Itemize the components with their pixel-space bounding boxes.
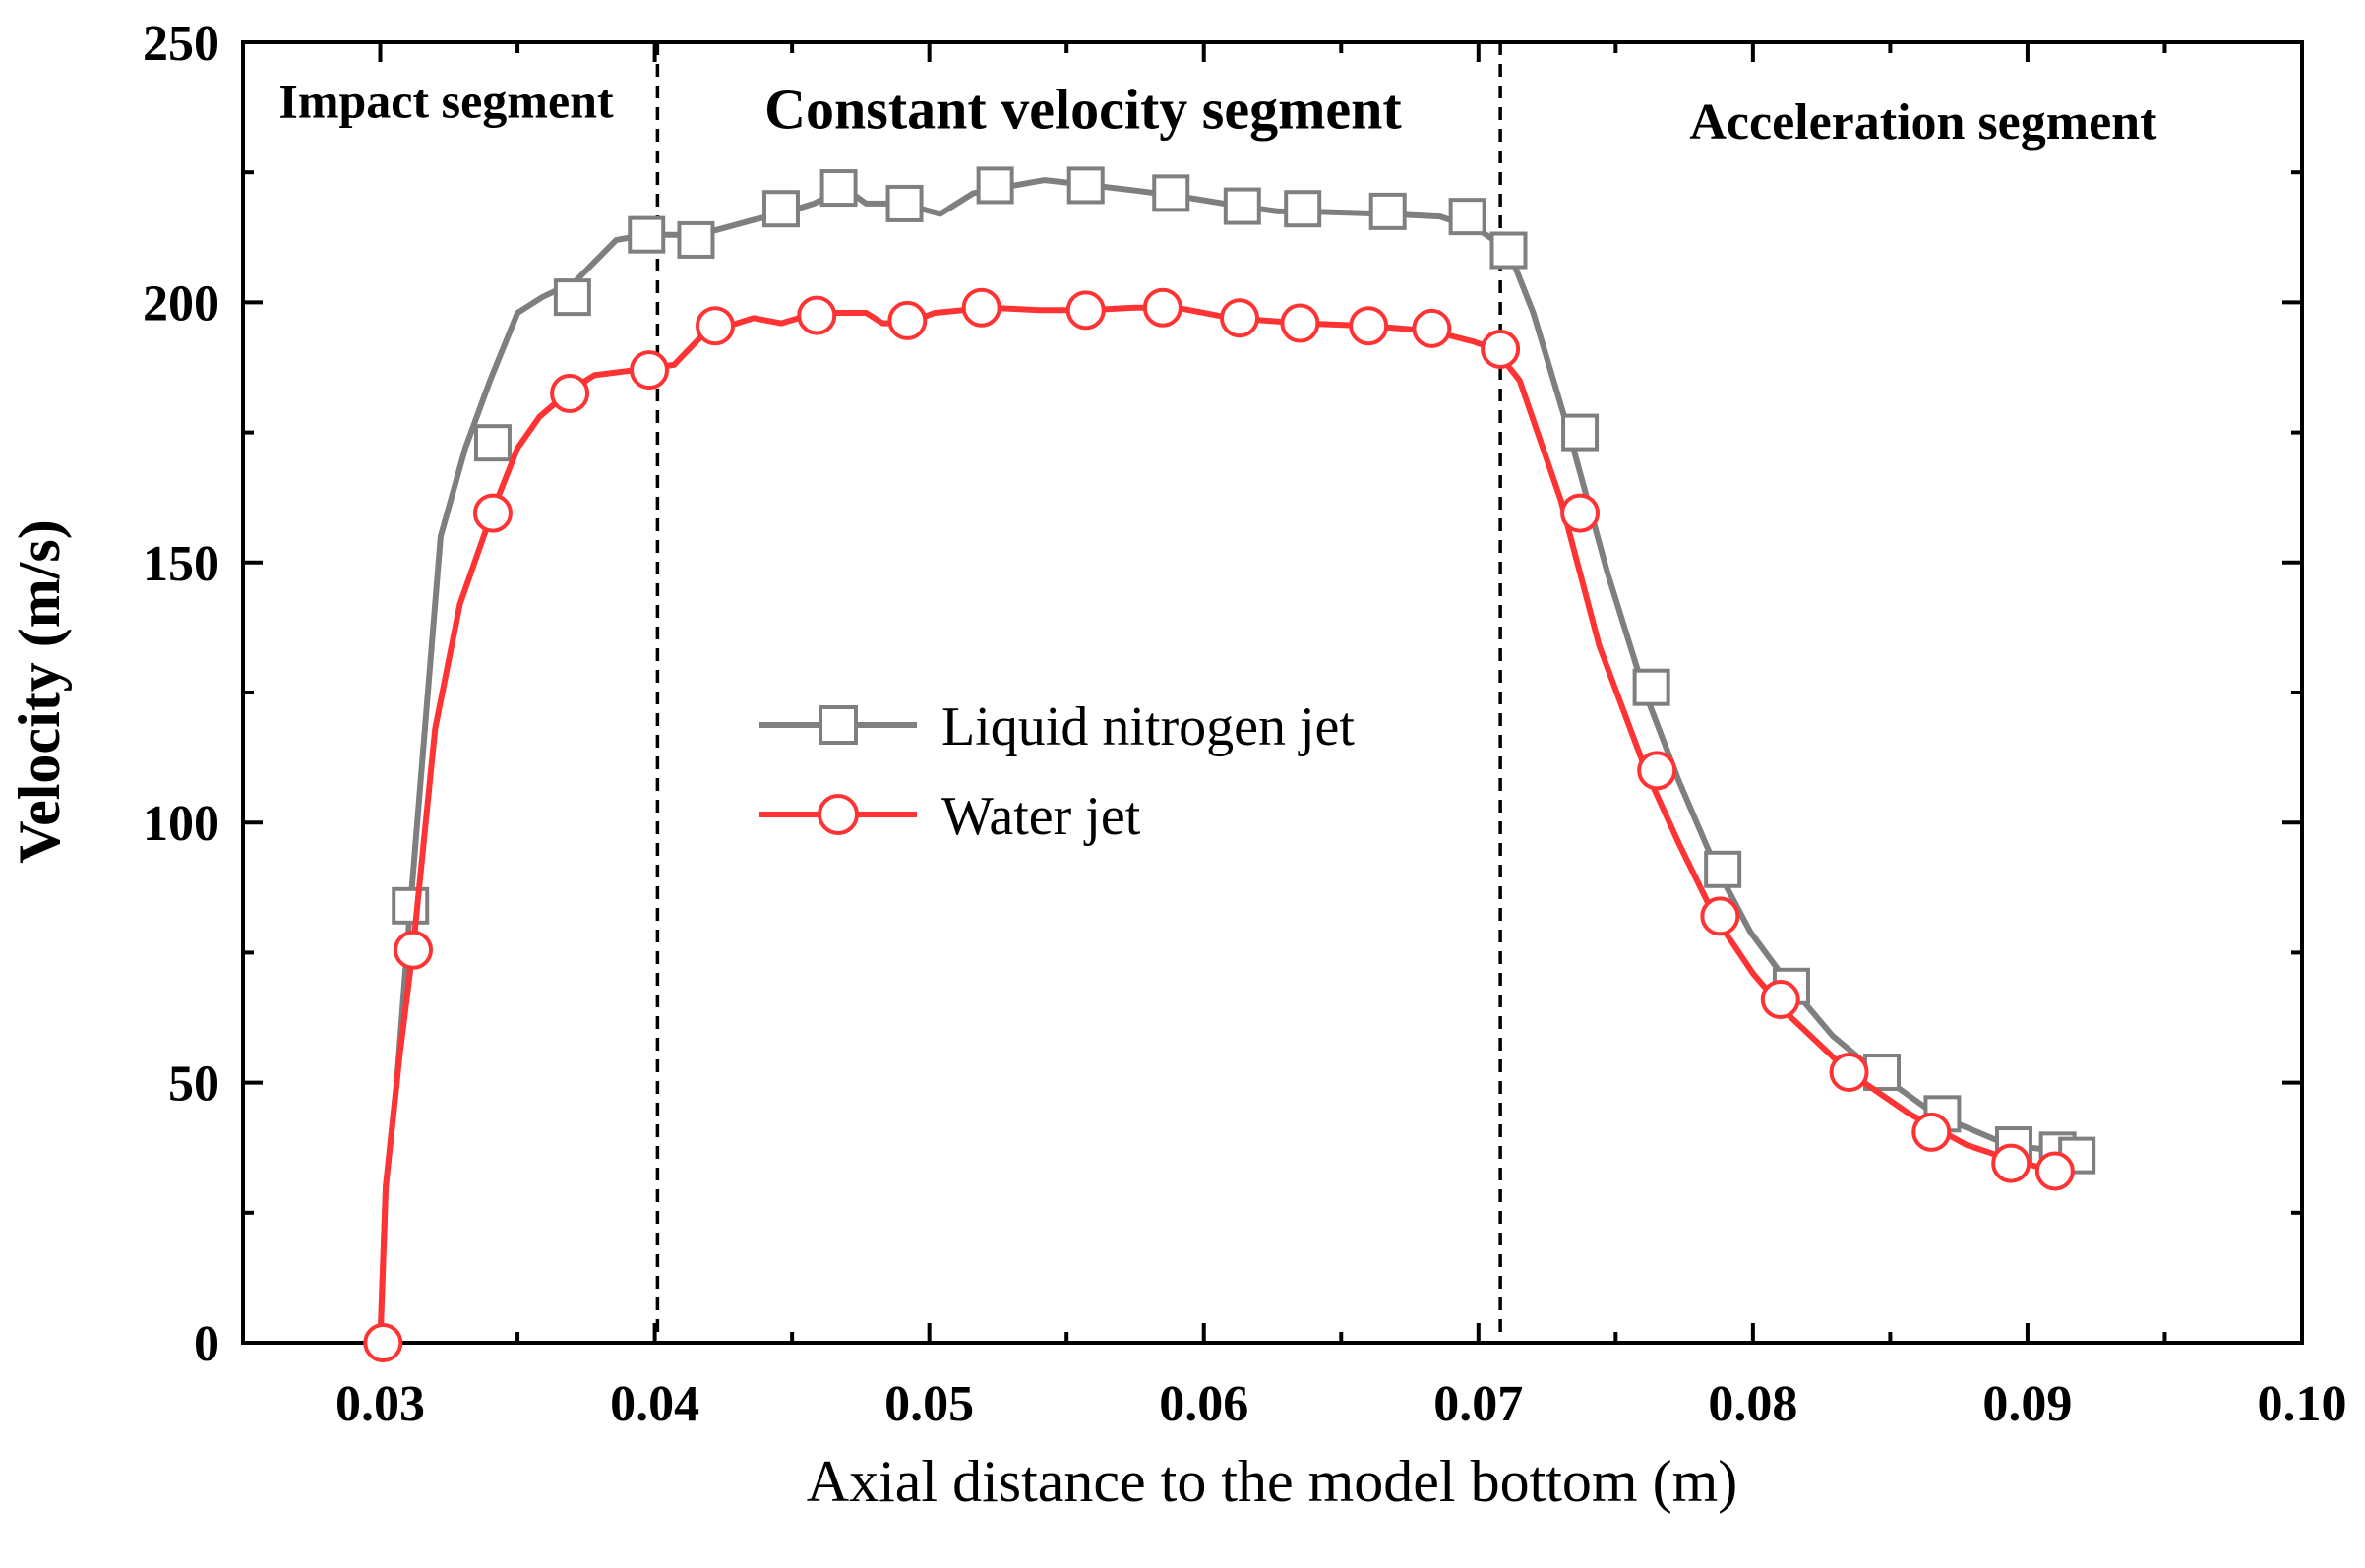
data-point-circle bbox=[887, 300, 928, 340]
data-point-circle bbox=[1991, 1143, 2031, 1183]
x-axis-ticks: 0.03 0.04 0.05 0.06 0.07 0.08 0.09 0.10 bbox=[241, 42, 2347, 1432]
data-point-square bbox=[976, 166, 1014, 205]
legend: Liquid nitrogen jet Water jet bbox=[759, 696, 1355, 847]
x-axis-title: Axial distance to the model bottom (m) bbox=[807, 1449, 1737, 1514]
data-point-circle bbox=[1911, 1112, 1952, 1152]
data-point-circle bbox=[1560, 493, 1601, 533]
y-tick-label: 200 bbox=[143, 275, 219, 332]
x-tick-label: 0.06 bbox=[1159, 1376, 1248, 1432]
data-point-square bbox=[1284, 190, 1322, 228]
data-point-square bbox=[1223, 187, 1261, 225]
data-point-square bbox=[1704, 850, 1742, 888]
data-point-square bbox=[677, 220, 715, 259]
series-line bbox=[377, 177, 2072, 1346]
x-tick-label: 0.10 bbox=[2258, 1376, 2347, 1432]
data-point-square bbox=[1561, 413, 1600, 452]
y-tick-label: 250 bbox=[143, 16, 219, 72]
data-point-circle bbox=[1142, 287, 1182, 328]
data-point-square bbox=[761, 190, 800, 228]
series-water-jet bbox=[363, 287, 2075, 1362]
legend-label-water-jet: Water jet bbox=[941, 786, 1141, 847]
data-point-circle bbox=[1349, 306, 1389, 346]
y-axis-title: Velocity (m/s) bbox=[7, 519, 72, 863]
data-point-square bbox=[628, 215, 666, 254]
series-line bbox=[377, 304, 2072, 1346]
data-point-circle bbox=[1700, 896, 1740, 936]
data-point-square bbox=[392, 886, 430, 925]
data-point-circle bbox=[695, 306, 735, 346]
x-tick-label: 0.09 bbox=[1982, 1376, 2072, 1432]
data-point-circle bbox=[363, 1323, 403, 1362]
data-point-square bbox=[885, 184, 924, 222]
data-point-circle bbox=[1412, 308, 1452, 348]
data-point-square bbox=[1152, 174, 1190, 212]
y-tick-label: 100 bbox=[143, 796, 219, 852]
y-tick-label: 0 bbox=[194, 1316, 219, 1372]
data-point-circle bbox=[472, 493, 513, 533]
data-point-circle bbox=[394, 930, 434, 970]
y-tick-label: 50 bbox=[168, 1056, 219, 1113]
data-point-circle bbox=[630, 350, 670, 391]
data-point-circle bbox=[550, 373, 590, 413]
segment-dividers bbox=[655, 42, 1502, 1343]
segment-label-constant-velocity: Constant velocity segment bbox=[764, 77, 1402, 141]
data-point-circle bbox=[2034, 1151, 2075, 1191]
y-axis-ticks: 0 50 100 150 200 250 bbox=[143, 16, 2302, 1372]
data-point-circle bbox=[1760, 979, 1800, 1019]
data-point-circle bbox=[797, 295, 837, 335]
x-tick-label: 0.04 bbox=[610, 1376, 699, 1432]
data-point-circle bbox=[1637, 751, 1677, 791]
data-point-circle bbox=[1481, 329, 1521, 369]
segment-label-acceleration: Acceleration segment bbox=[1689, 94, 2157, 151]
data-point-circle bbox=[1220, 298, 1260, 338]
data-point-square bbox=[819, 169, 858, 208]
x-tick-label: 0.08 bbox=[1708, 1376, 1797, 1432]
x-tick-label: 0.03 bbox=[335, 1376, 425, 1432]
x-tick-label: 0.05 bbox=[884, 1376, 974, 1432]
data-point-square bbox=[1066, 166, 1105, 205]
data-point-square bbox=[553, 278, 591, 317]
data-point-circle bbox=[1280, 303, 1320, 343]
plot-area-frame bbox=[241, 40, 2304, 1345]
legend-marker-circle bbox=[818, 794, 859, 835]
data-point-circle bbox=[961, 287, 1001, 328]
data-point-circle bbox=[1829, 1053, 1869, 1093]
data-point-square bbox=[473, 424, 512, 462]
x-tick-label: 0.07 bbox=[1433, 1376, 1523, 1432]
legend-label-liquid-nitrogen-jet: Liquid nitrogen jet bbox=[941, 696, 1355, 757]
y-tick-label: 150 bbox=[143, 536, 219, 592]
data-point-square bbox=[1632, 668, 1670, 706]
data-point-square bbox=[1489, 231, 1528, 270]
legend-marker-square bbox=[819, 705, 858, 745]
data-point-square bbox=[1448, 198, 1486, 236]
data-point-square bbox=[1368, 192, 1407, 230]
segment-label-impact: Impact segment bbox=[278, 74, 614, 129]
data-point-circle bbox=[1065, 290, 1106, 331]
